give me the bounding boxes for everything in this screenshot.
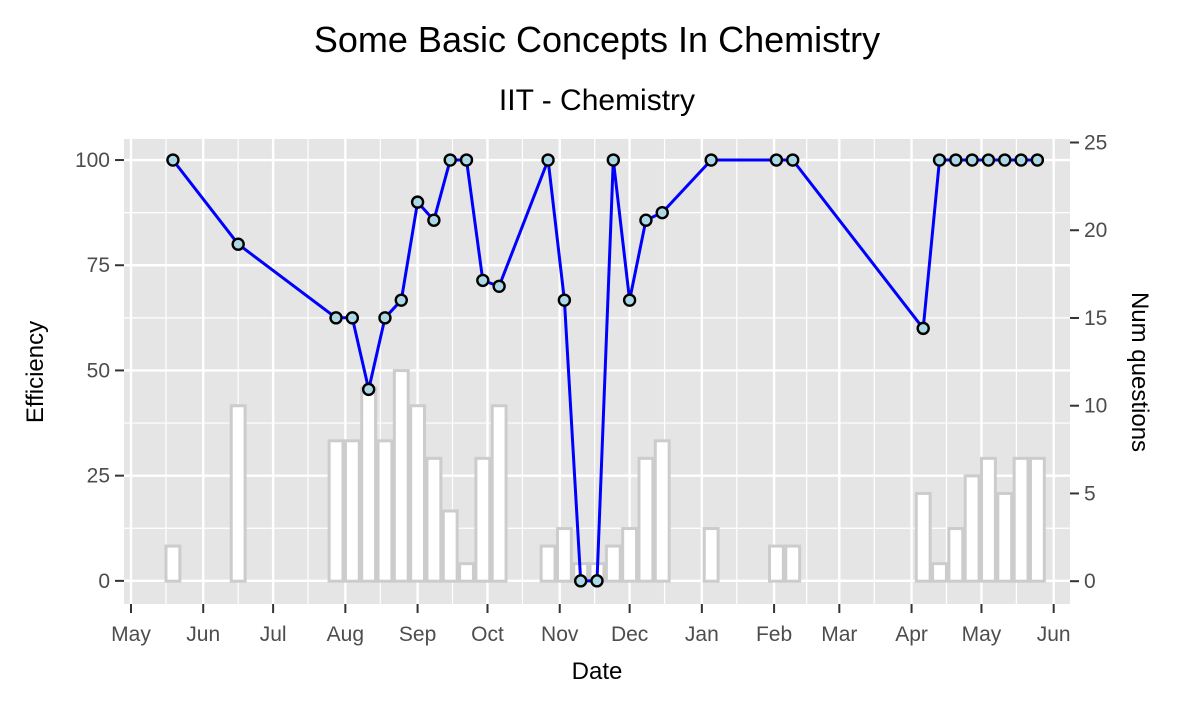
y2-tick-label: 15 xyxy=(1084,307,1107,330)
question-count-bar xyxy=(1012,456,1030,583)
question-count-bar xyxy=(1028,456,1046,583)
question-count-bar xyxy=(441,509,459,583)
efficiency-point xyxy=(166,153,180,167)
efficiency-point xyxy=(622,293,637,307)
y-tick-label: 25 xyxy=(87,465,110,488)
efficiency-point xyxy=(932,153,947,167)
efficiency-point xyxy=(655,205,669,220)
x-tick-label: Feb xyxy=(756,623,792,646)
y-axis-title: Efficiency xyxy=(22,321,49,423)
bar-series xyxy=(164,369,1046,583)
x-axis: May Jun Jul Aug Sep Oct Nov Dec Jan Feb Mar Apr May J… xyxy=(111,604,1071,646)
question-count-bar xyxy=(980,456,997,583)
question-count-bar xyxy=(914,491,932,583)
x-tick-label: Jan xyxy=(685,623,719,646)
question-count-bar xyxy=(229,404,247,583)
question-count-bar xyxy=(604,544,622,583)
y-tick-label: 50 xyxy=(87,359,110,382)
y2-tick-label: 10 xyxy=(1084,395,1107,418)
question-count-bar xyxy=(327,439,345,583)
efficiency-point xyxy=(231,237,245,251)
y2-axis-title: Num questions xyxy=(1126,292,1153,452)
efficiency-point xyxy=(557,293,572,307)
question-count-bar xyxy=(963,474,981,583)
x-tick-label: Jul xyxy=(260,623,287,646)
efficiency-point xyxy=(378,311,392,325)
question-count-bar xyxy=(702,527,720,583)
x-axis-title: Date xyxy=(572,658,623,685)
y-axis-left: 0 25 50 75 100 xyxy=(75,149,124,593)
efficiency-point xyxy=(329,311,343,325)
efficiency-point xyxy=(606,153,621,167)
efficiency-point xyxy=(916,321,930,336)
question-count-bar xyxy=(458,562,475,583)
efficiency-point xyxy=(394,293,408,307)
x-tick-label: May xyxy=(962,623,1002,646)
efficiency-point xyxy=(998,153,1012,167)
question-count-bar xyxy=(409,404,427,583)
efficiency-point xyxy=(573,574,588,588)
y2-tick-label: 0 xyxy=(1084,570,1096,593)
efficiency-point xyxy=(965,153,979,167)
question-count-bar xyxy=(343,439,361,583)
question-count-bar xyxy=(555,527,573,583)
x-tick-label: Oct xyxy=(471,623,504,646)
question-count-bar xyxy=(947,527,965,583)
y-axis-right: 0 5 10 15 20 25 xyxy=(1070,132,1107,593)
question-count-bar xyxy=(653,439,671,583)
question-count-bar xyxy=(784,544,802,583)
efficiency-point xyxy=(427,213,441,227)
efficiency-point xyxy=(476,273,490,288)
y-tick-label: 75 xyxy=(87,254,110,277)
x-tick-label: Sep xyxy=(399,623,436,646)
efficiency-point xyxy=(541,153,555,167)
efficiency-point xyxy=(769,153,784,167)
y-tick-label: 0 xyxy=(98,570,110,593)
question-count-bar xyxy=(539,544,557,583)
y-tick-label: 100 xyxy=(75,149,110,172)
efficiency-point xyxy=(410,195,425,209)
efficiency-point xyxy=(639,213,653,227)
question-count-bar xyxy=(621,527,639,583)
efficiency-point xyxy=(981,153,996,167)
x-tick-label: May xyxy=(111,623,151,646)
efficiency-point xyxy=(949,153,963,167)
y2-tick-label: 25 xyxy=(1084,132,1107,155)
x-tick-label: Apr xyxy=(895,623,928,646)
efficiency-point xyxy=(459,153,474,167)
question-count-bar xyxy=(637,456,655,583)
efficiency-point xyxy=(786,153,800,167)
efficiency-point xyxy=(361,382,376,397)
question-count-bar xyxy=(425,456,443,583)
efficiency-point xyxy=(1030,153,1045,167)
x-tick-label: Jun xyxy=(1037,623,1071,646)
chart-title: Some Basic Concepts In Chemistry xyxy=(314,19,880,60)
x-tick-label: Aug xyxy=(327,623,364,646)
question-count-bar xyxy=(360,386,378,583)
question-count-bar xyxy=(490,404,508,583)
efficiency-point xyxy=(704,153,718,167)
chart-subtitle: IIT - Chemistry xyxy=(499,84,695,117)
question-count-bar xyxy=(474,456,492,583)
question-count-bar xyxy=(392,369,410,583)
x-tick-label: Jun xyxy=(186,623,220,646)
question-count-bar xyxy=(164,544,182,583)
question-count-bar xyxy=(376,439,394,583)
efficiency-point xyxy=(443,153,457,167)
efficiency-point xyxy=(345,311,360,325)
y2-tick-label: 5 xyxy=(1084,482,1096,505)
y2-tick-label: 20 xyxy=(1084,219,1107,242)
question-count-bar xyxy=(996,491,1014,583)
question-count-bar xyxy=(767,544,785,583)
x-tick-label: Nov xyxy=(541,623,579,646)
x-tick-label: Dec xyxy=(611,623,648,646)
efficiency-point xyxy=(492,279,506,293)
efficiency-point xyxy=(1014,153,1028,167)
efficiency-point xyxy=(590,574,604,588)
question-count-bar xyxy=(931,562,948,583)
x-tick-label: Mar xyxy=(821,623,857,646)
point-series xyxy=(166,153,1045,588)
